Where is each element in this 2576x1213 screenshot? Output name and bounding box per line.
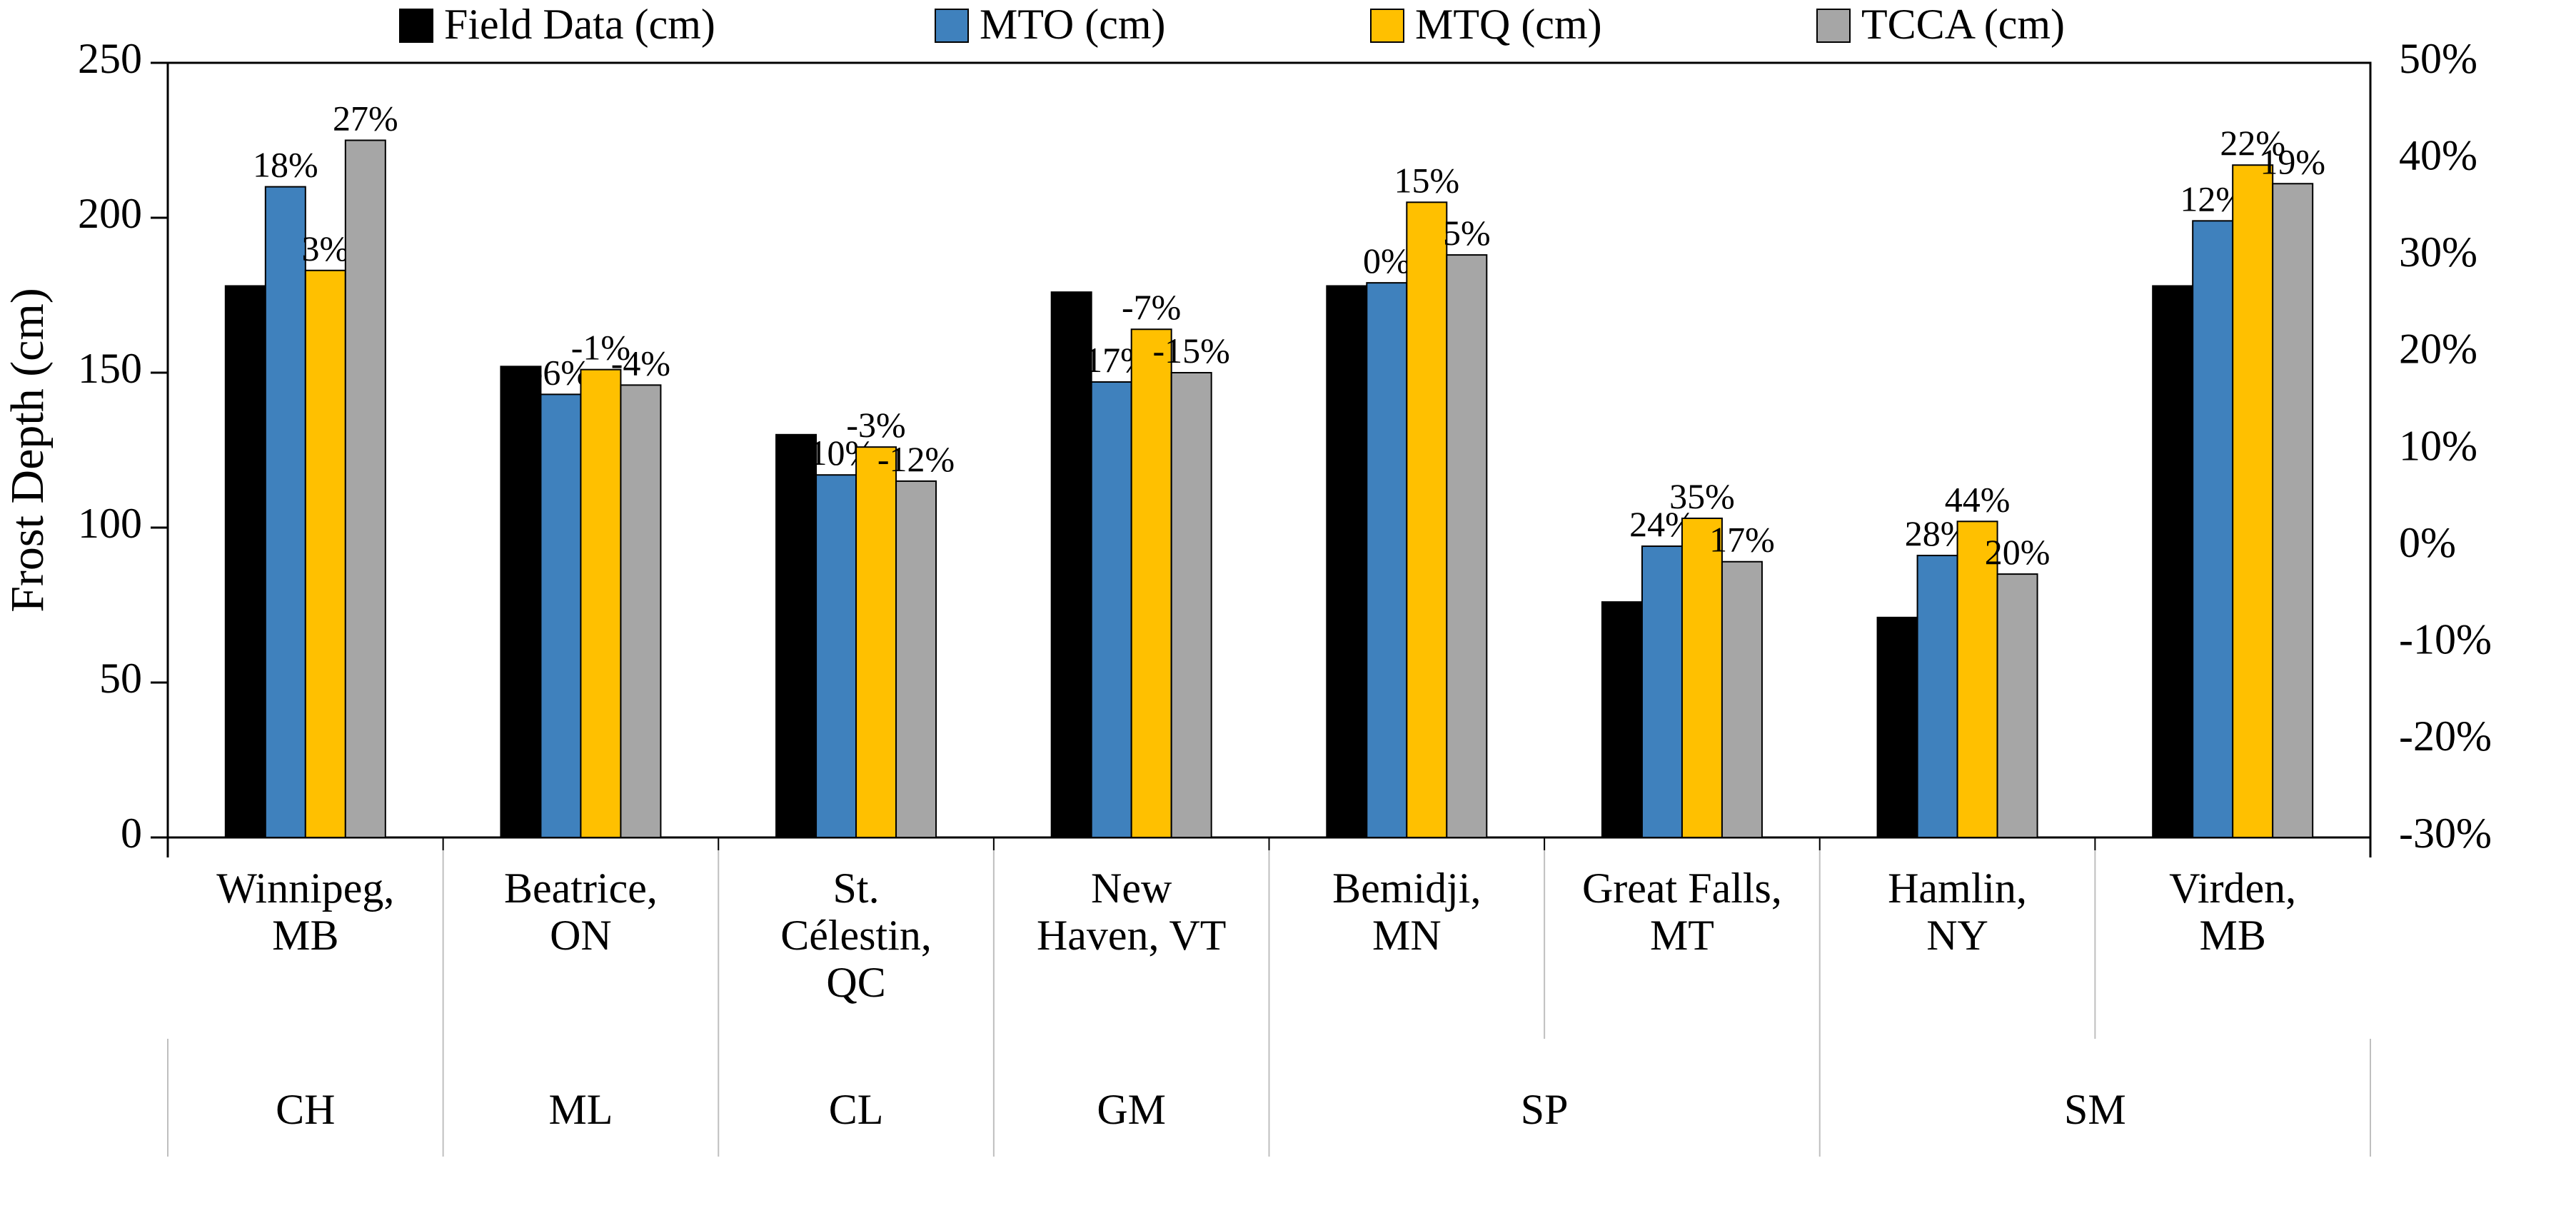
legend-label: MTO (cm): [980, 1, 1166, 48]
bar-tcca: [2273, 183, 2313, 837]
y2-tick-label: 30%: [2399, 228, 2477, 276]
bar-pct-label: -4%: [611, 343, 670, 383]
y2-tick-label: -10%: [2399, 616, 2492, 663]
city-label: Winnipeg,MB: [216, 865, 394, 959]
y-tick-label: 200: [78, 190, 142, 237]
bar-mtq: [1682, 518, 1722, 837]
legend-label: Field Data (cm): [444, 1, 715, 48]
city-label: Great Falls,MT: [1582, 865, 1782, 959]
bar-pct-label: 3%: [301, 228, 349, 268]
y-tick-label: 150: [78, 345, 142, 392]
legend-label: TCCA (cm): [1861, 1, 2065, 48]
bar-mtq: [1407, 202, 1447, 837]
bar-field: [1327, 286, 1367, 837]
bar-tcca: [1998, 574, 2038, 837]
bar-field: [500, 366, 540, 837]
bar-mtq: [2233, 165, 2273, 837]
bar-pct-label: -15%: [1153, 331, 1230, 371]
bar-pct-label: 0%: [1363, 241, 1411, 281]
y2-tick-label: 20%: [2399, 326, 2477, 373]
y2-tick-label: -30%: [2399, 810, 2492, 857]
bar-pct-label: 18%: [253, 145, 318, 185]
bar-tcca: [1172, 373, 1212, 837]
bar-pct-label: 27%: [333, 99, 398, 139]
legend-swatch: [400, 9, 433, 42]
bar-tcca: [1447, 255, 1486, 837]
bar-pct-label: 15%: [1394, 160, 1459, 200]
soil-label: CH: [276, 1086, 335, 1133]
bar-mtq: [306, 271, 346, 837]
bar-field: [226, 286, 266, 837]
legend-swatch: [935, 9, 968, 42]
bar-field: [776, 435, 816, 837]
bar-mto: [540, 394, 580, 837]
bar-mtq: [580, 370, 620, 837]
bar-field: [2153, 286, 2193, 837]
bar-pct-label: 35%: [1669, 476, 1735, 516]
plot-area: [168, 63, 2370, 837]
y2-tick-label: -20%: [2399, 713, 2492, 760]
soil-label: ML: [548, 1086, 613, 1133]
city-label: Virden,MB: [2169, 865, 2296, 959]
y-tick-label: 250: [78, 35, 142, 82]
city-label: Bemidji,MN: [1332, 865, 1481, 959]
city-label: NewHaven, VT: [1037, 865, 1227, 959]
bar-mto: [1092, 382, 1132, 837]
bar-mto: [1367, 283, 1407, 837]
y2-tick-label: 10%: [2399, 422, 2477, 469]
bar-field: [1602, 602, 1642, 837]
y-tick-label: 100: [78, 500, 142, 547]
legend-swatch: [1817, 9, 1850, 42]
y2-tick-label: 0%: [2399, 519, 2456, 566]
bar-pct-label: 44%: [1945, 479, 2011, 519]
city-label: Beatrice,ON: [504, 865, 658, 959]
soil-label: CL: [829, 1086, 884, 1133]
bar-pct-label: 5%: [1443, 213, 1491, 253]
bar-pct-label: -7%: [1122, 287, 1181, 327]
y2-tick-label: 50%: [2399, 35, 2477, 82]
bar-tcca: [1722, 562, 1762, 837]
y-tick-label: 50: [99, 655, 142, 702]
bar-mto: [1642, 546, 1682, 837]
city-label: Hamlin,NY: [1888, 865, 2027, 959]
y-tick-label: 0: [121, 810, 142, 857]
bar-mto: [816, 475, 856, 837]
frost-depth-chart: 0 50 100 150 200 250 Frost Depth (cm) -30% -20% -…: [0, 0, 2576, 1213]
soil-label: GM: [1097, 1086, 1166, 1133]
bar-mtq: [1132, 329, 1172, 837]
city-label: St.Célestin,QC: [780, 865, 932, 1006]
y2-tick-label: 40%: [2399, 131, 2477, 178]
soil-label: SP: [1521, 1086, 1569, 1133]
bar-mto: [1918, 555, 1958, 837]
bar-pct-label: 19%: [2260, 141, 2325, 181]
bar-mtq: [856, 447, 896, 837]
soil-label: SM: [2064, 1086, 2126, 1133]
bar-tcca: [346, 141, 386, 838]
bar-tcca: [620, 385, 660, 837]
legend-label: MTQ (cm): [1415, 1, 1602, 48]
bar-pct-label: 20%: [1985, 532, 2051, 572]
y-axis-title: Frost Depth (cm): [1, 288, 54, 613]
bar-mto: [266, 187, 306, 837]
bar-pct-label: 17%: [1709, 520, 1775, 560]
bar-mto: [2193, 221, 2233, 837]
bar-tcca: [896, 481, 936, 837]
bar-field: [1878, 618, 1918, 837]
legend-swatch: [1371, 9, 1404, 42]
bar-pct-label: -12%: [877, 439, 955, 479]
